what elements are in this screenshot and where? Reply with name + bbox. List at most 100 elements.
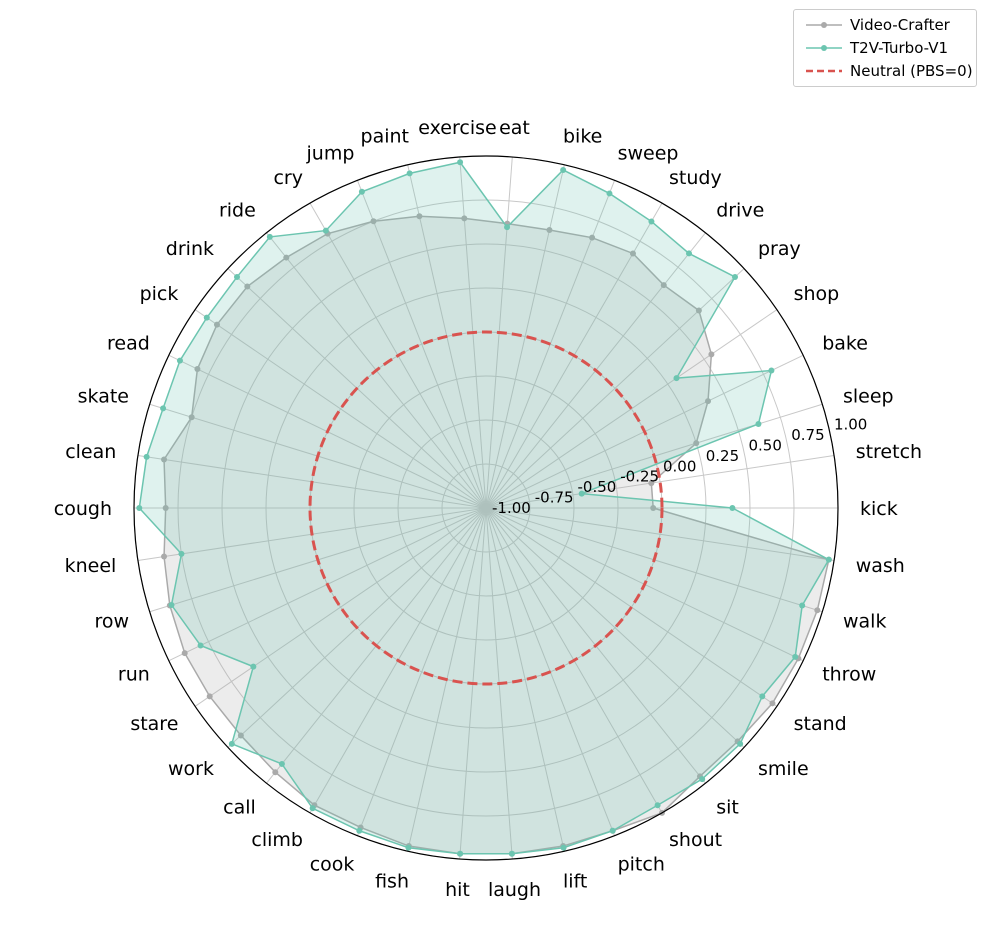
point-video-crafter-call xyxy=(272,769,279,776)
point-t2v-turbo-v1-stand xyxy=(759,693,766,700)
category-label-run: run xyxy=(118,664,150,686)
radial-tick-label: -0.50 xyxy=(577,478,616,496)
category-label-shout: shout xyxy=(669,829,722,851)
category-label-cough: cough xyxy=(54,498,112,520)
category-label-pick: pick xyxy=(140,283,179,305)
category-label-stretch: stretch xyxy=(856,441,922,463)
point-t2v-turbo-v1-fish xyxy=(405,844,412,851)
category-label-laugh: laugh xyxy=(488,879,541,901)
category-label-jump: jump xyxy=(306,142,355,164)
point-t2v-turbo-v1-drive xyxy=(686,250,693,257)
point-t2v-turbo-v1-bike xyxy=(560,166,567,173)
point-t2v-turbo-v1-sit xyxy=(699,776,706,783)
grid-spoke xyxy=(485,507,835,561)
point-t2v-turbo-v1-walk xyxy=(799,602,806,609)
point-t2v-turbo-v1-study xyxy=(648,218,655,225)
category-label-read: read xyxy=(107,332,150,354)
point-t2v-turbo-v1-kneel xyxy=(178,550,185,557)
point-video-crafter-work xyxy=(237,732,244,739)
point-video-crafter-ride xyxy=(283,254,290,261)
grid-spoke xyxy=(194,309,487,509)
category-label-throw: throw xyxy=(822,664,876,686)
point-video-crafter-sleep xyxy=(693,440,700,447)
grid-spoke xyxy=(485,507,565,852)
point-t2v-turbo-v1-drink xyxy=(233,273,240,280)
radial-tick-label: 0.00 xyxy=(663,457,696,475)
point-t2v-turbo-v1-hit xyxy=(457,850,464,857)
radial-tick-label: 0.25 xyxy=(706,447,739,465)
point-t2v-turbo-v1-kick xyxy=(729,505,736,511)
category-label-fish: fish xyxy=(375,870,409,892)
grid-spoke xyxy=(356,180,487,509)
category-label-cry: cry xyxy=(273,167,303,189)
labels-layer: -1.00-0.75-0.50-0.250.00 0.25 0.50 0.75 1.00… xyxy=(54,117,922,901)
point-t2v-turbo-v1-lift xyxy=(560,844,567,851)
point-t2v-turbo-v1-exercise xyxy=(457,159,464,166)
point-video-crafter-bake xyxy=(704,398,711,405)
point-t2v-turbo-v1-skate xyxy=(160,405,167,412)
category-label-bake: bake xyxy=(822,332,868,354)
category-label-bike: bike xyxy=(563,126,602,148)
category-label-sit: sit xyxy=(716,797,739,819)
point-video-crafter-shop xyxy=(708,351,715,358)
point-video-crafter-drive xyxy=(660,282,667,289)
point-video-crafter-bike xyxy=(546,227,553,234)
point-t2v-turbo-v1-cough xyxy=(136,505,143,511)
point-t2v-turbo-v1-throw xyxy=(792,653,799,660)
category-label-kneel: kneel xyxy=(65,555,117,577)
point-video-crafter-run xyxy=(181,650,188,657)
category-label-hit: hit xyxy=(445,879,470,901)
point-t2v-turbo-v1-pray xyxy=(732,273,739,280)
category-label-lift: lift xyxy=(563,870,587,892)
series-fill-video-crafter xyxy=(164,216,829,854)
category-label-paint: paint xyxy=(361,126,409,148)
legend-label: Neutral (PBS=0) xyxy=(850,62,973,80)
category-label-walk: walk xyxy=(843,611,886,633)
category-label-exercise: exercise xyxy=(418,117,496,139)
point-video-crafter-skate xyxy=(188,414,195,421)
category-label-climb: climb xyxy=(251,829,303,851)
grid-spoke xyxy=(485,507,745,748)
point-t2v-turbo-v1-run xyxy=(197,642,204,649)
point-video-crafter-stretch xyxy=(648,480,655,487)
radial-tick-label: -0.75 xyxy=(535,489,574,507)
category-label-skate: skate xyxy=(78,385,129,407)
point-t2v-turbo-v1-bake xyxy=(768,367,775,374)
radial-tick-label: 1.00 xyxy=(834,416,867,434)
point-t2v-turbo-v1-work xyxy=(228,740,235,747)
radial-tick-label: -1.00 xyxy=(492,499,531,517)
category-label-row: row xyxy=(94,611,129,633)
category-label-call: call xyxy=(223,797,256,819)
category-label-sweep: sweep xyxy=(618,142,679,164)
point-video-crafter-jump xyxy=(370,218,377,225)
point-video-crafter-walk xyxy=(814,607,821,614)
category-label-sleep: sleep xyxy=(843,385,894,407)
point-t2v-turbo-v1-sleep xyxy=(755,420,762,427)
point-t2v-turbo-v1-ride xyxy=(266,233,273,240)
point-video-crafter-stare xyxy=(206,693,213,700)
point-video-crafter-study xyxy=(629,250,636,257)
point-t2v-turbo-v1-jump xyxy=(358,188,365,195)
point-video-crafter-kneel xyxy=(161,553,168,560)
legend-label: T2V-Turbo-V1 xyxy=(850,39,948,57)
point-t2v-turbo-v1-laugh xyxy=(508,850,515,857)
category-label-shop: shop xyxy=(794,283,840,305)
legend-label: Video-Crafter xyxy=(850,16,950,34)
point-t2v-turbo-v1-shout xyxy=(654,802,661,809)
category-label-study: study xyxy=(669,167,722,189)
point-t2v-turbo-v1-pitch xyxy=(609,827,616,834)
point-t2v-turbo-v1-smile xyxy=(737,740,744,747)
point-t2v-turbo-v1-wash xyxy=(825,556,832,563)
point-t2v-turbo-v1-call xyxy=(278,760,285,767)
point-video-crafter-pick xyxy=(213,321,220,328)
radial-tick-label: 0.75 xyxy=(791,426,824,444)
radial-tick-label: 0.50 xyxy=(748,436,781,454)
legend-swatch-t2v-turbo xyxy=(806,45,842,51)
legend-item-neutral: Neutral (PBS=0) xyxy=(802,60,974,82)
category-label-stare: stare xyxy=(130,713,178,735)
point-video-crafter-paint xyxy=(416,213,423,220)
legend-swatch-video-crafter xyxy=(806,22,842,28)
series-layer xyxy=(136,159,832,857)
point-t2v-turbo-v1-climb xyxy=(309,805,316,812)
